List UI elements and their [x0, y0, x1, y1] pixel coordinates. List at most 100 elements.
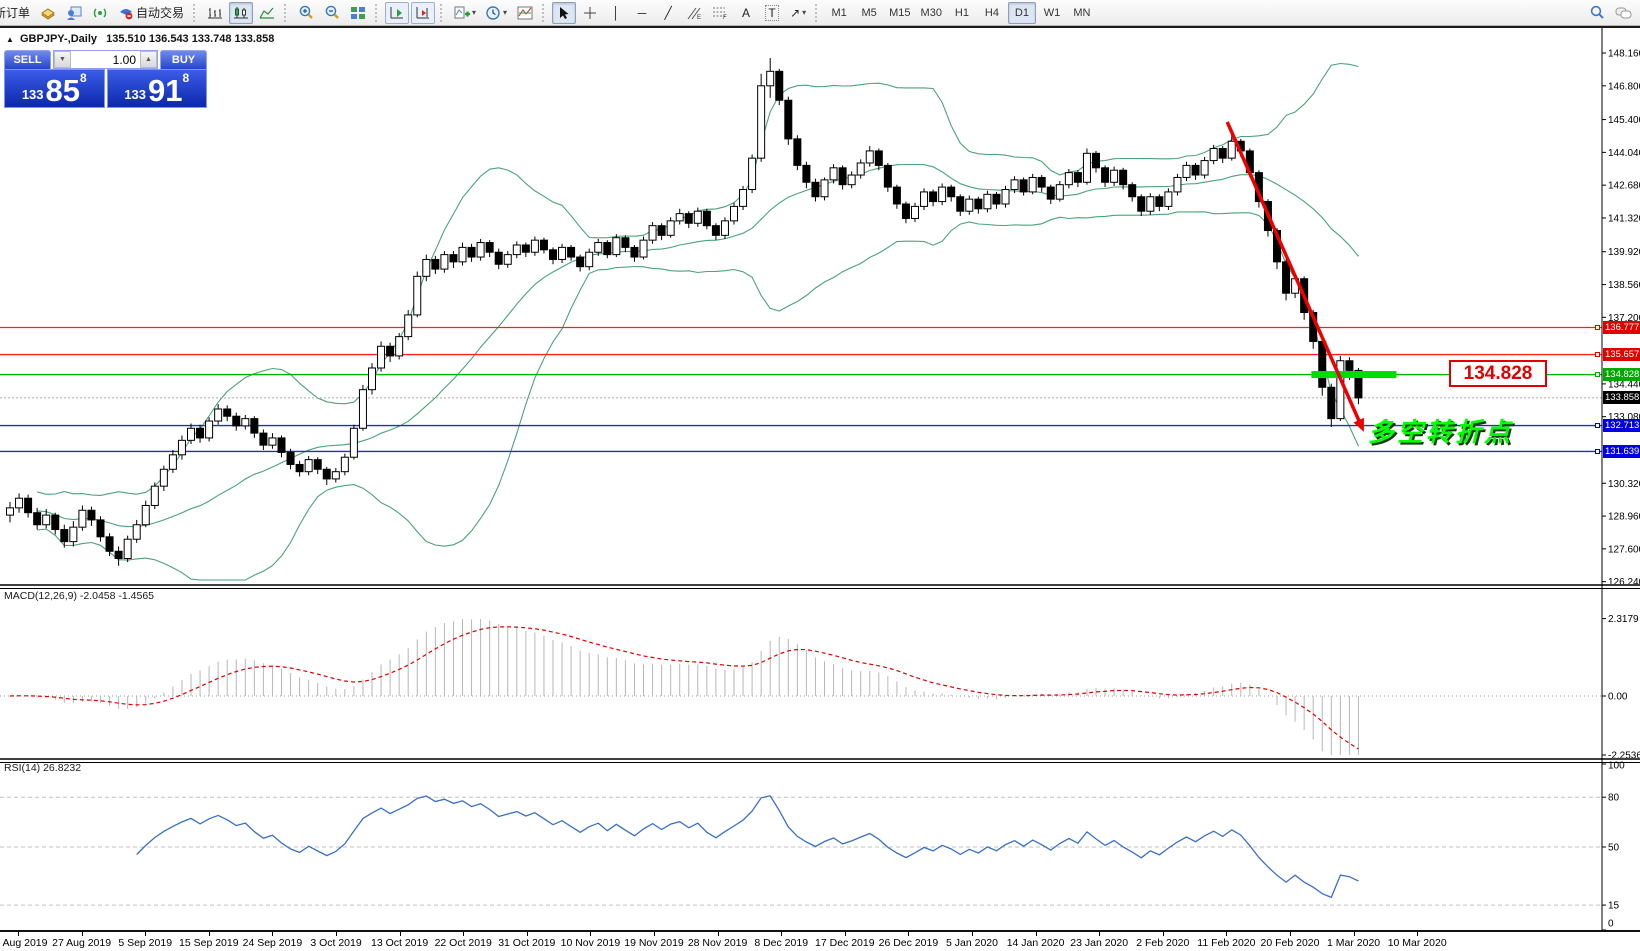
candle-body	[51, 514, 60, 531]
horizontal-line-button[interactable]: ─	[630, 2, 654, 24]
volume-decrease-button[interactable]: ▼	[54, 51, 71, 68]
periods-button[interactable]: ▾	[482, 2, 511, 24]
text-label-button[interactable]: T	[760, 2, 784, 24]
buy-price-button[interactable]: 133 91 8	[106, 69, 207, 108]
chart-shift-button[interactable]	[411, 1, 436, 24]
profile-icon	[67, 6, 82, 20]
text-button[interactable]: A	[734, 2, 758, 24]
equidistant-channel-button[interactable]: E	[682, 2, 706, 24]
sell-price-button[interactable]: 133 85 8	[4, 69, 105, 108]
candle-body	[476, 242, 485, 258]
indicators-button[interactable]: ▾	[450, 2, 480, 24]
line-chart-button[interactable]	[255, 2, 279, 24]
zoom-in-icon	[299, 5, 313, 19]
timeframe-d1-button[interactable]: D1	[1007, 1, 1036, 24]
candle-body	[1227, 140, 1236, 159]
timeframe-w1-button[interactable]: W1	[1043, 6, 1061, 19]
volume-input[interactable]	[71, 51, 140, 68]
templates-button[interactable]	[513, 2, 537, 24]
clock-icon	[486, 5, 500, 20]
line-anchor-handle[interactable]	[1595, 372, 1600, 378]
rsi-axis-tick-label: 15	[1608, 901, 1620, 912]
svg-text:E: E	[697, 15, 701, 20]
candle-body	[1082, 152, 1091, 183]
candle-body	[793, 138, 802, 166]
bar-chart-button[interactable]	[203, 2, 227, 24]
timeframe-m1-button[interactable]: M1	[831, 6, 847, 19]
candle-body	[1037, 176, 1046, 188]
volume-increase-button[interactable]: ▲	[140, 51, 157, 68]
date-axis-tick	[336, 932, 337, 936]
line-anchor-handle[interactable]	[1595, 352, 1600, 358]
bollinger-band-line	[37, 62, 1359, 496]
candle-body	[1046, 186, 1055, 200]
autotrading-button[interactable]: 自动交易	[114, 2, 188, 24]
candle-body	[512, 244, 521, 256]
macd-axis-tick-label: 2.3179	[1608, 614, 1639, 625]
date-axis[interactable]: 18 Aug 2019 27 Aug 2019 5 Sep 2019 15 Sep 2…	[0, 930, 1640, 951]
chat-icon	[1615, 7, 1632, 18]
signals-button[interactable]	[88, 2, 112, 24]
search-button[interactable]	[1585, 2, 1609, 24]
date-axis-tick	[1290, 932, 1291, 936]
candle-body	[847, 174, 856, 186]
chat-button[interactable]	[1611, 2, 1636, 24]
price-annotation-label[interactable]: 134.828	[1449, 360, 1547, 387]
profile-button[interactable]	[62, 2, 86, 24]
date-axis-tick	[1226, 932, 1228, 936]
rsi-panel[interactable]: 100 80 50 15 0	[0, 758, 1640, 930]
rsi-axis-tick-label: 100	[1608, 761, 1625, 772]
main-chart[interactable]: 148.160 146.800 145.400 144.040 142.680 141.3…	[0, 28, 1640, 584]
green-highlight-bar[interactable]	[1311, 371, 1397, 379]
timeframe-h1-button[interactable]: H1	[954, 6, 969, 19]
wallet-button[interactable]	[36, 2, 60, 24]
candle-body	[187, 427, 195, 441]
trendline-button[interactable]: ╱	[656, 2, 680, 24]
candle-body	[42, 514, 51, 526]
timeframe-m30-button[interactable]: M30	[920, 6, 942, 19]
line-anchor-handle[interactable]	[1595, 325, 1600, 331]
candle-body	[585, 251, 594, 268]
date-axis-tick	[972, 932, 973, 936]
sell-tab[interactable]: SELL	[4, 50, 51, 69]
timeframe-h4-button[interactable]: H4	[984, 6, 999, 19]
date-axis-tick	[1162, 932, 1164, 936]
candle-body	[1019, 179, 1028, 193]
turning-point-annotation[interactable]: 多空转折点	[1368, 417, 1514, 447]
cursor-button[interactable]	[552, 1, 577, 24]
macd-panel[interactable]: 2.3179 0.00 -2.2536	[0, 584, 1640, 758]
date-axis-tick	[717, 932, 719, 936]
line-anchor-handle[interactable]	[1595, 448, 1600, 454]
zoom-out-button[interactable]	[320, 2, 344, 24]
date-axis-tick	[1353, 932, 1355, 936]
candle-body	[1137, 196, 1146, 212]
timeframe-m15-button[interactable]: M15	[889, 6, 911, 19]
candle-body	[530, 239, 539, 253]
date-axis-tick	[18, 932, 19, 936]
trend-arrow-line[interactable]	[1225, 121, 1362, 424]
candle-body	[268, 437, 277, 446]
candle-body	[838, 167, 847, 186]
candle-body	[340, 456, 349, 473]
arrows-button[interactable]: ↗ ▾	[786, 2, 810, 24]
auto-scroll-button[interactable]	[385, 1, 410, 24]
candlestick-button[interactable]	[229, 1, 254, 24]
new-order-button[interactable]: 新订单	[0, 2, 34, 24]
fibonacci-button[interactable]: F	[708, 2, 732, 24]
date-axis-label: 23 Jan 2020	[1070, 937, 1129, 949]
tile-windows-button[interactable]	[346, 2, 370, 24]
candle-body	[639, 239, 648, 258]
chart-title: ▲ GBPJPY-,Daily 135.510 136.543 133.748 …	[6, 33, 274, 45]
candle-body	[974, 198, 983, 210]
candle-body	[1327, 386, 1336, 420]
timeframe-m5-button[interactable]: M5	[861, 6, 877, 19]
vertical-line-button[interactable]: │	[604, 2, 628, 24]
candle-body	[69, 526, 78, 543]
autotrading-label: 自动交易	[136, 6, 185, 20]
line-anchor-handle[interactable]	[1595, 423, 1600, 429]
zoom-in-button[interactable]	[294, 2, 318, 24]
buy-tab[interactable]: BUY	[160, 50, 207, 69]
timeframe-mn-button[interactable]: MN	[1073, 6, 1091, 19]
crosshair-button[interactable]	[578, 2, 602, 24]
candle-body	[621, 237, 630, 248]
